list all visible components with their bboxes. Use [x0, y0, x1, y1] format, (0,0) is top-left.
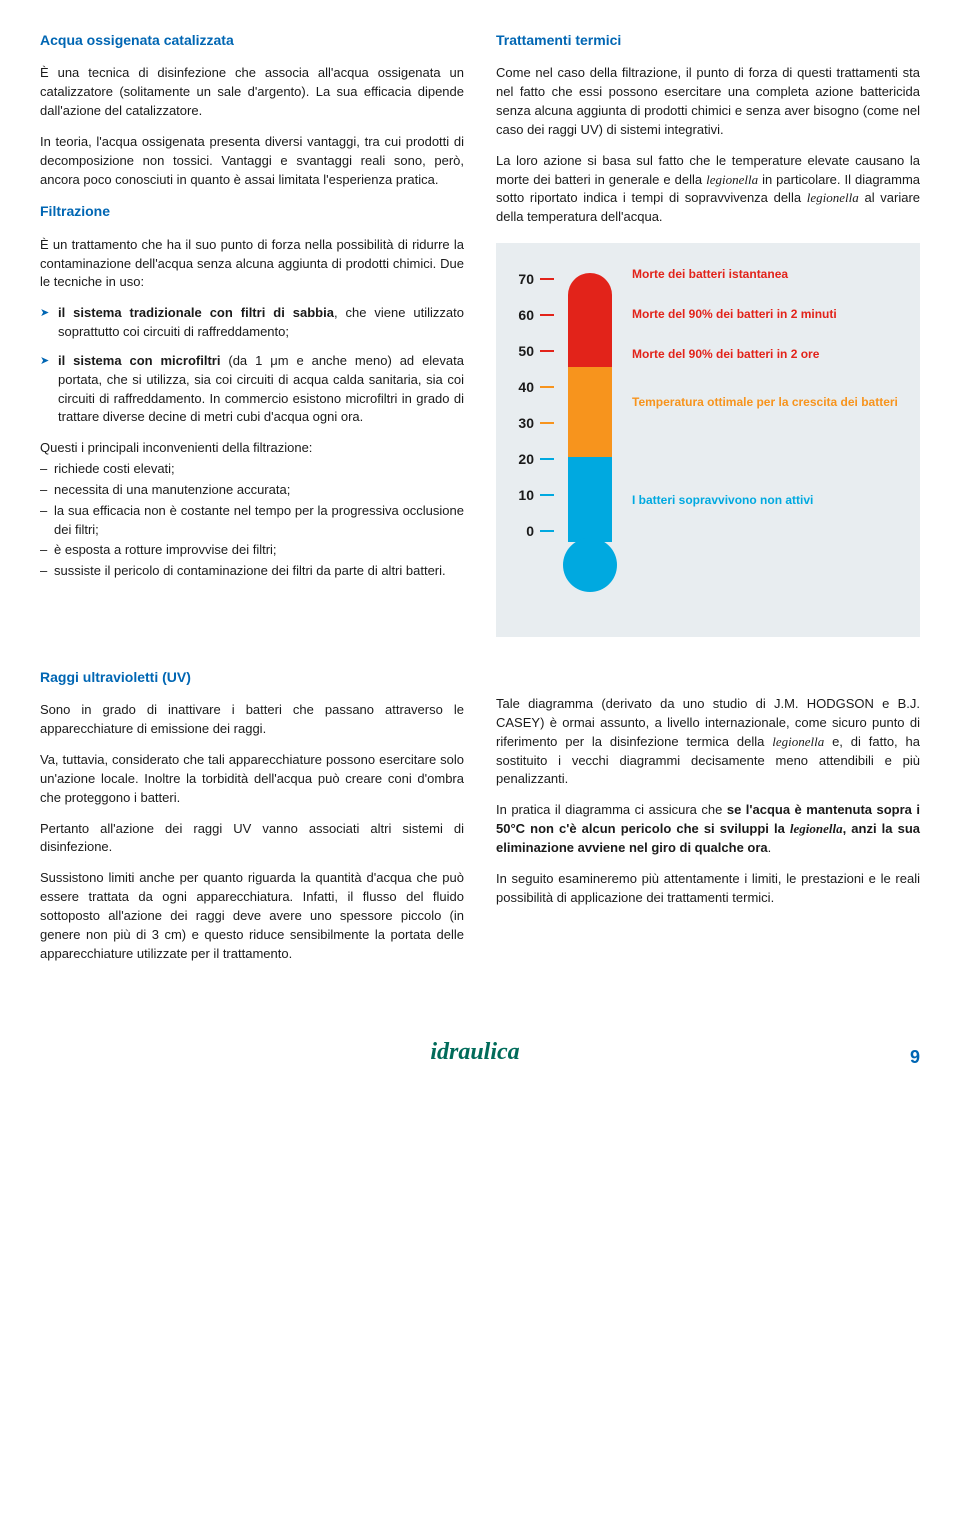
left-column: Acqua ossigenata catalizzata È una tecni… — [40, 30, 464, 637]
sec2-p1: È un trattamento che ha il suo punto di … — [40, 236, 464, 293]
thermo-label: Morte del 90% dei batteri in 2 minuti — [632, 307, 837, 323]
sec4-p4: Sussistono limiti anche per quanto rigua… — [40, 869, 464, 963]
sec2-d4: è esposta a rotture improvvise dei filtr… — [40, 541, 464, 560]
sec2-li1: il sistema tradizionale con filtri di sa… — [40, 304, 464, 342]
thermo-tick: 70 — [518, 269, 554, 289]
thermo-tick: 40 — [518, 377, 554, 397]
sec2-d1: richiede costi elevati; — [40, 460, 464, 479]
sec1-p1: È una tecnica di disinfezione che associ… — [40, 64, 464, 121]
page-number: 9 — [910, 1044, 920, 1070]
logo: idraulica — [430, 1035, 519, 1070]
sec3-p1a: Come nel caso della filtrazione, il punt… — [496, 64, 920, 139]
thermo-label: Morte del 90% dei batteri in 2 ore — [632, 347, 819, 363]
thermometer-diagram: 70 60 50 40 30 20 10 0 — [496, 243, 920, 637]
bottom-left-column: Raggi ultravioletti (UV) Sono in grado d… — [40, 667, 464, 975]
page-footer: idraulica 9 — [40, 1035, 920, 1070]
sec3-p1b: La loro azione si basa sul fatto che le … — [496, 152, 920, 227]
sec4-p2: Va, tuttavia, considerato che tali appar… — [40, 751, 464, 808]
sec3-title: Trattamenti termici — [496, 30, 920, 50]
sec1-p2: In teoria, l'acqua ossigenata presenta d… — [40, 133, 464, 190]
sec2-p2: Questi i principali inconvenienti della … — [40, 439, 464, 458]
thermo-tick: 10 — [518, 485, 554, 505]
sec4-p3: Pertanto all'azione dei raggi UV vanno a… — [40, 820, 464, 858]
bottom-right-column: Tale diagramma (derivato da uno studio d… — [496, 667, 920, 975]
sec1-title: Acqua ossigenata catalizzata — [40, 30, 464, 50]
thermo-tick: 60 — [518, 305, 554, 325]
thermo-tick: 0 — [526, 521, 554, 541]
thermo-tick: 20 — [518, 449, 554, 469]
thermo-label: Morte dei batteri istantanea — [632, 267, 788, 283]
sec2-d3: la sua efficacia non è costante nel temp… — [40, 502, 464, 540]
sec2-dash-list: richiede costi elevati; necessita di una… — [40, 460, 464, 581]
thermo-ticks: 70 60 50 40 30 20 10 0 — [514, 267, 562, 567]
thermo-label: I batteri sopravvivono non attivi — [632, 493, 813, 509]
sec5-p1: Tale diagramma (derivato da uno studio d… — [496, 695, 920, 789]
sec2-d5: sussiste il pericolo di contaminazione d… — [40, 562, 464, 581]
sec5-p2: In pratica il diagramma ci assicura che … — [496, 801, 920, 858]
sec2-title: Filtrazione — [40, 201, 464, 221]
sec4-p1: Sono in grado di inattivare i batteri ch… — [40, 701, 464, 739]
thermo-tick: 30 — [518, 413, 554, 433]
top-columns: Acqua ossigenata catalizzata È una tecni… — [40, 30, 920, 637]
thermometer-svg — [562, 267, 618, 597]
thermo-tick: 50 — [518, 341, 554, 361]
thermo-labels: Morte dei batteri istantanea Morte del 90… — [618, 267, 902, 567]
right-column: Trattamenti termici Come nel caso della … — [496, 30, 920, 637]
sec4-title: Raggi ultravioletti (UV) — [40, 667, 464, 687]
sec2-arrow-list: il sistema tradizionale con filtri di sa… — [40, 304, 464, 427]
sec2-d2: necessita di una manutenzione accurata; — [40, 481, 464, 500]
sec2-li2: il sistema con microfiltri (da 1 μm e an… — [40, 352, 464, 427]
bottom-columns: Raggi ultravioletti (UV) Sono in grado d… — [40, 667, 920, 975]
sec5-p3: In seguito esamineremo più attentamente … — [496, 870, 920, 908]
thermo-label: Temperatura ottimale per la crescita dei… — [632, 395, 898, 411]
